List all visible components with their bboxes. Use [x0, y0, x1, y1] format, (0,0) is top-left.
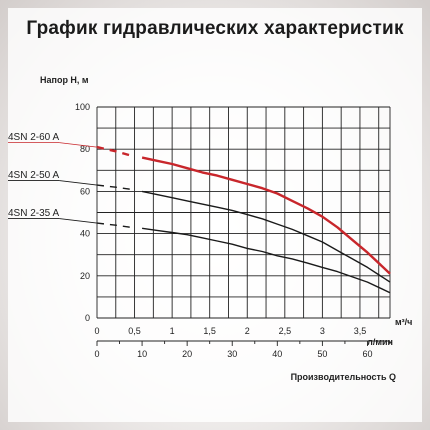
series-line-dashed — [96, 222, 131, 228]
x-tick-label-top: 2 — [245, 326, 250, 336]
y-tick-label: 20 — [80, 271, 90, 281]
series-label-leader — [59, 180, 98, 186]
series-label: 4SN 2-50 A — [8, 170, 59, 181]
x-tick-label-bottom: 50 — [317, 349, 327, 359]
x-tick-label-bottom: 40 — [272, 349, 282, 359]
series-label-leader — [59, 218, 98, 224]
x-tick-label-bottom: 60 — [362, 349, 372, 359]
x-tick-labels-top: 0 0,5 1 1,5 2 2,5 3 3,5 — [94, 326, 366, 336]
y-tick-label: 40 — [80, 229, 90, 239]
series-label: 4SN 2-60 A — [8, 132, 59, 143]
x-tick-label-top: 0,5 — [128, 326, 141, 336]
x-tick-labels-bottom: 0 10 20 30 40 50 60 — [94, 340, 391, 359]
x-unit-top: м³/ч — [395, 317, 412, 327]
series-label-leader — [59, 142, 98, 148]
y-tick-label: 100 — [75, 102, 90, 112]
y-tick-label: 0 — [85, 313, 90, 323]
series-line — [142, 227, 391, 294]
x-tick-label-bottom: 30 — [227, 349, 237, 359]
series-line-dashed — [96, 145, 132, 157]
x-tick-label-top: 0 — [94, 326, 99, 336]
x-tick-label-top: 1,5 — [203, 326, 216, 336]
series-label: 4SN 2-35 A — [8, 208, 59, 219]
y-tick-label: 60 — [80, 186, 90, 196]
series-labels: 4SN 2-60 A 4SN 2-50 A 4SN 2-35 A — [8, 132, 98, 224]
y-axis-label: Напор H, м — [40, 75, 89, 85]
series-line — [141, 190, 391, 283]
series-line-dashed — [96, 184, 131, 190]
series-line — [141, 156, 391, 275]
x-axis-label: Производительность Q — [291, 372, 396, 382]
y-tick-label: 80 — [80, 144, 90, 154]
y-tick-labels: 0 20 40 60 80 100 — [75, 102, 90, 323]
x-tick-label-top: 3,5 — [354, 326, 367, 336]
chart-title: График гидравлических характеристик — [26, 18, 404, 39]
grid — [96, 106, 391, 319]
x-tick-label-bottom: 10 — [137, 349, 147, 359]
x-tick-label-bottom: 20 — [182, 349, 192, 359]
x-tick-label-top: 2,5 — [279, 326, 292, 336]
x-tick-label-bottom: 0 — [94, 349, 99, 359]
x-tick-label-top: 3 — [320, 326, 325, 336]
x-unit-bottom: л/мин — [367, 337, 393, 347]
series-group — [96, 145, 391, 294]
chart-panel — [8, 8, 422, 422]
x-tick-label-top: 1 — [170, 326, 175, 336]
